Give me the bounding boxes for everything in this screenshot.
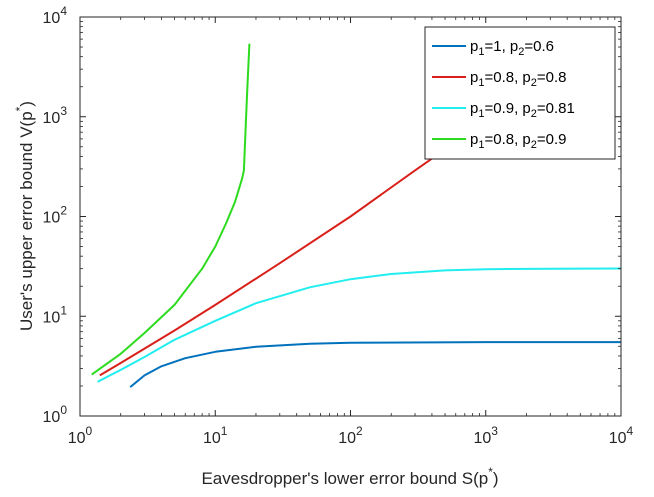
x-tick-label: 104	[609, 424, 634, 447]
x-tick-label: 103	[474, 424, 499, 447]
y-tick-label: 104	[43, 4, 68, 27]
series-layer	[91, 43, 622, 388]
series-line-2	[99, 141, 457, 377]
y-axis-title: User's upper error bound V(p*)	[13, 101, 36, 331]
legend-label: p1=0.8, p2=0.8	[470, 69, 567, 89]
series-line-3	[97, 267, 622, 383]
legend: p1=1, p2=0.6 p1=0.8, p2=0.8 p1=0.9, p2=0.8…	[424, 26, 616, 160]
x-tick-label: 101	[203, 424, 228, 447]
y-tick-label: 101	[43, 303, 68, 326]
x-axis-title: Eavesdropper's lower error bound S(p*)	[201, 465, 498, 488]
legend-box	[424, 26, 616, 160]
legend-label: p1=0.8, p2=0.9	[470, 131, 567, 151]
y-tick-label: 100	[43, 403, 68, 426]
y-axis: 100 101 102 103 104	[43, 4, 621, 426]
y-tick-label: 103	[43, 104, 68, 127]
x-axis: 100 101 102 103 104	[68, 17, 634, 447]
y-tick-label: 102	[43, 204, 68, 227]
legend-label: p1=1, p2=0.6	[470, 38, 554, 58]
x-tick-label: 102	[338, 424, 363, 447]
legend-items: p1=1, p2=0.6 p1=0.8, p2=0.8 p1=0.9, p2=0.8…	[432, 38, 575, 151]
legend-label: p1=0.9, p2=0.81	[470, 100, 575, 120]
x-tick-label: 100	[68, 424, 93, 447]
series-line-4	[91, 43, 251, 376]
series-line-1	[129, 341, 621, 388]
